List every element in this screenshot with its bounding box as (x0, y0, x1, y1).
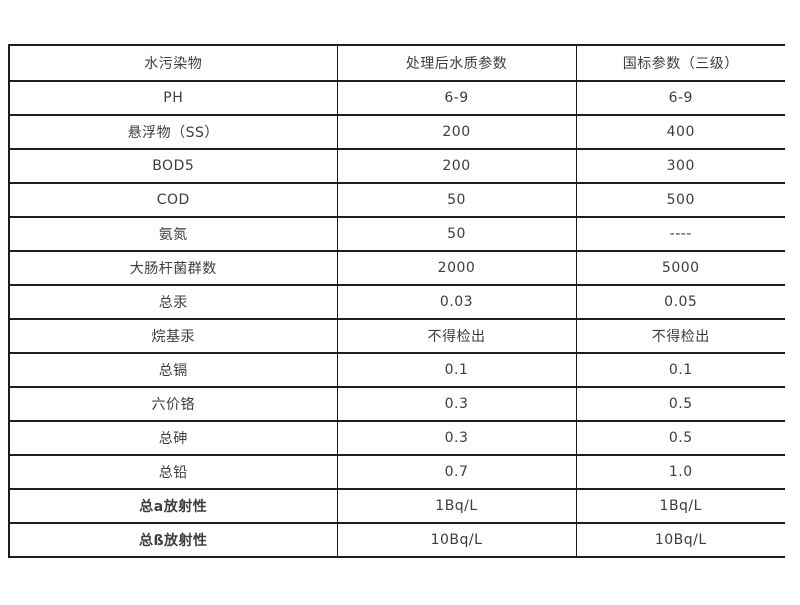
table-row: 总砷 0.3 0.5 (8, 420, 785, 455)
cell-standard: 1Bq/L (575, 488, 785, 523)
cell-pollutant: 大肠杆菌群数 (8, 250, 337, 285)
cell-standard: 500 (575, 182, 785, 217)
table-row: 总铅 0.7 1.0 (8, 454, 785, 489)
cell-standard: 0.5 (575, 386, 785, 421)
table-row: 总镉 0.1 0.1 (8, 352, 785, 387)
cell-treated: 200 (336, 148, 576, 183)
cell-pollutant: BOD5 (8, 148, 337, 183)
cell-standard: 0.1 (575, 352, 785, 387)
table-row: 总a放射性 1Bq/L 1Bq/L (8, 488, 785, 523)
cell-treated: 2000 (336, 250, 576, 285)
cell-pollutant: 总ß放射性 (8, 522, 337, 558)
cell-standard: 1.0 (575, 454, 785, 489)
table-row: 六价铬 0.3 0.5 (8, 386, 785, 421)
cell-treated: 0.3 (336, 386, 576, 421)
header-pollutant: 水污染物 (8, 44, 337, 81)
cell-treated: 0.03 (336, 284, 576, 319)
cell-standard: 0.5 (575, 420, 785, 455)
header-row: 水污染物 处理后水质参数 国标参数（三级） (8, 44, 785, 81)
cell-pollutant: 烷基汞 (8, 318, 337, 353)
table-row: 氨氮 50 ---- (8, 216, 785, 251)
table-row: PH 6-9 6-9 (8, 80, 785, 115)
table-row: 烷基汞 不得检出 不得检出 (8, 318, 785, 353)
cell-standard: 10Bq/L (575, 522, 785, 558)
table-body: PH 6-9 6-9 悬浮物（SS） 200 400 BOD5 200 300 … (8, 80, 785, 558)
cell-treated: 6-9 (336, 80, 576, 115)
cell-standard: 5000 (575, 250, 785, 285)
cell-treated: 不得检出 (336, 318, 576, 353)
cell-treated: 200 (336, 114, 576, 149)
cell-treated: 10Bq/L (336, 522, 576, 558)
cell-treated: 0.1 (336, 352, 576, 387)
cell-pollutant: 六价铬 (8, 386, 337, 421)
cell-pollutant: 总汞 (8, 284, 337, 319)
table-row: 悬浮物（SS） 200 400 (8, 114, 785, 149)
cell-treated: 0.3 (336, 420, 576, 455)
cell-pollutant: 总a放射性 (8, 488, 337, 523)
cell-pollutant: PH (8, 80, 337, 115)
table-header: 水污染物 处理后水质参数 国标参数（三级） (8, 44, 785, 81)
cell-standard: 不得检出 (575, 318, 785, 353)
cell-pollutant: 总铅 (8, 454, 337, 489)
cell-treated: 50 (336, 216, 576, 251)
table-row: BOD5 200 300 (8, 148, 785, 183)
cell-pollutant: COD (8, 182, 337, 217)
cell-treated: 50 (336, 182, 576, 217)
cell-pollutant: 悬浮物（SS） (8, 114, 337, 149)
pollutant-standards-table: 水污染物 处理后水质参数 国标参数（三级） PH 6-9 6-9 悬浮物（SS）… (8, 44, 785, 558)
header-national-standard: 国标参数（三级） (575, 44, 785, 81)
cell-pollutant: 总镉 (8, 352, 337, 387)
cell-standard: 0.05 (575, 284, 785, 319)
table-row: 大肠杆菌群数 2000 5000 (8, 250, 785, 285)
cell-standard: 400 (575, 114, 785, 149)
cell-treated: 1Bq/L (336, 488, 576, 523)
header-treated-value: 处理后水质参数 (336, 44, 576, 81)
table-row: COD 50 500 (8, 182, 785, 217)
table-row: 总汞 0.03 0.05 (8, 284, 785, 319)
table-row: 总ß放射性 10Bq/L 10Bq/L (8, 522, 785, 558)
cell-treated: 0.7 (336, 454, 576, 489)
cell-pollutant: 总砷 (8, 420, 337, 455)
cell-standard: ---- (575, 216, 785, 251)
cell-standard: 6-9 (575, 80, 785, 115)
cell-standard: 300 (575, 148, 785, 183)
cell-pollutant: 氨氮 (8, 216, 337, 251)
